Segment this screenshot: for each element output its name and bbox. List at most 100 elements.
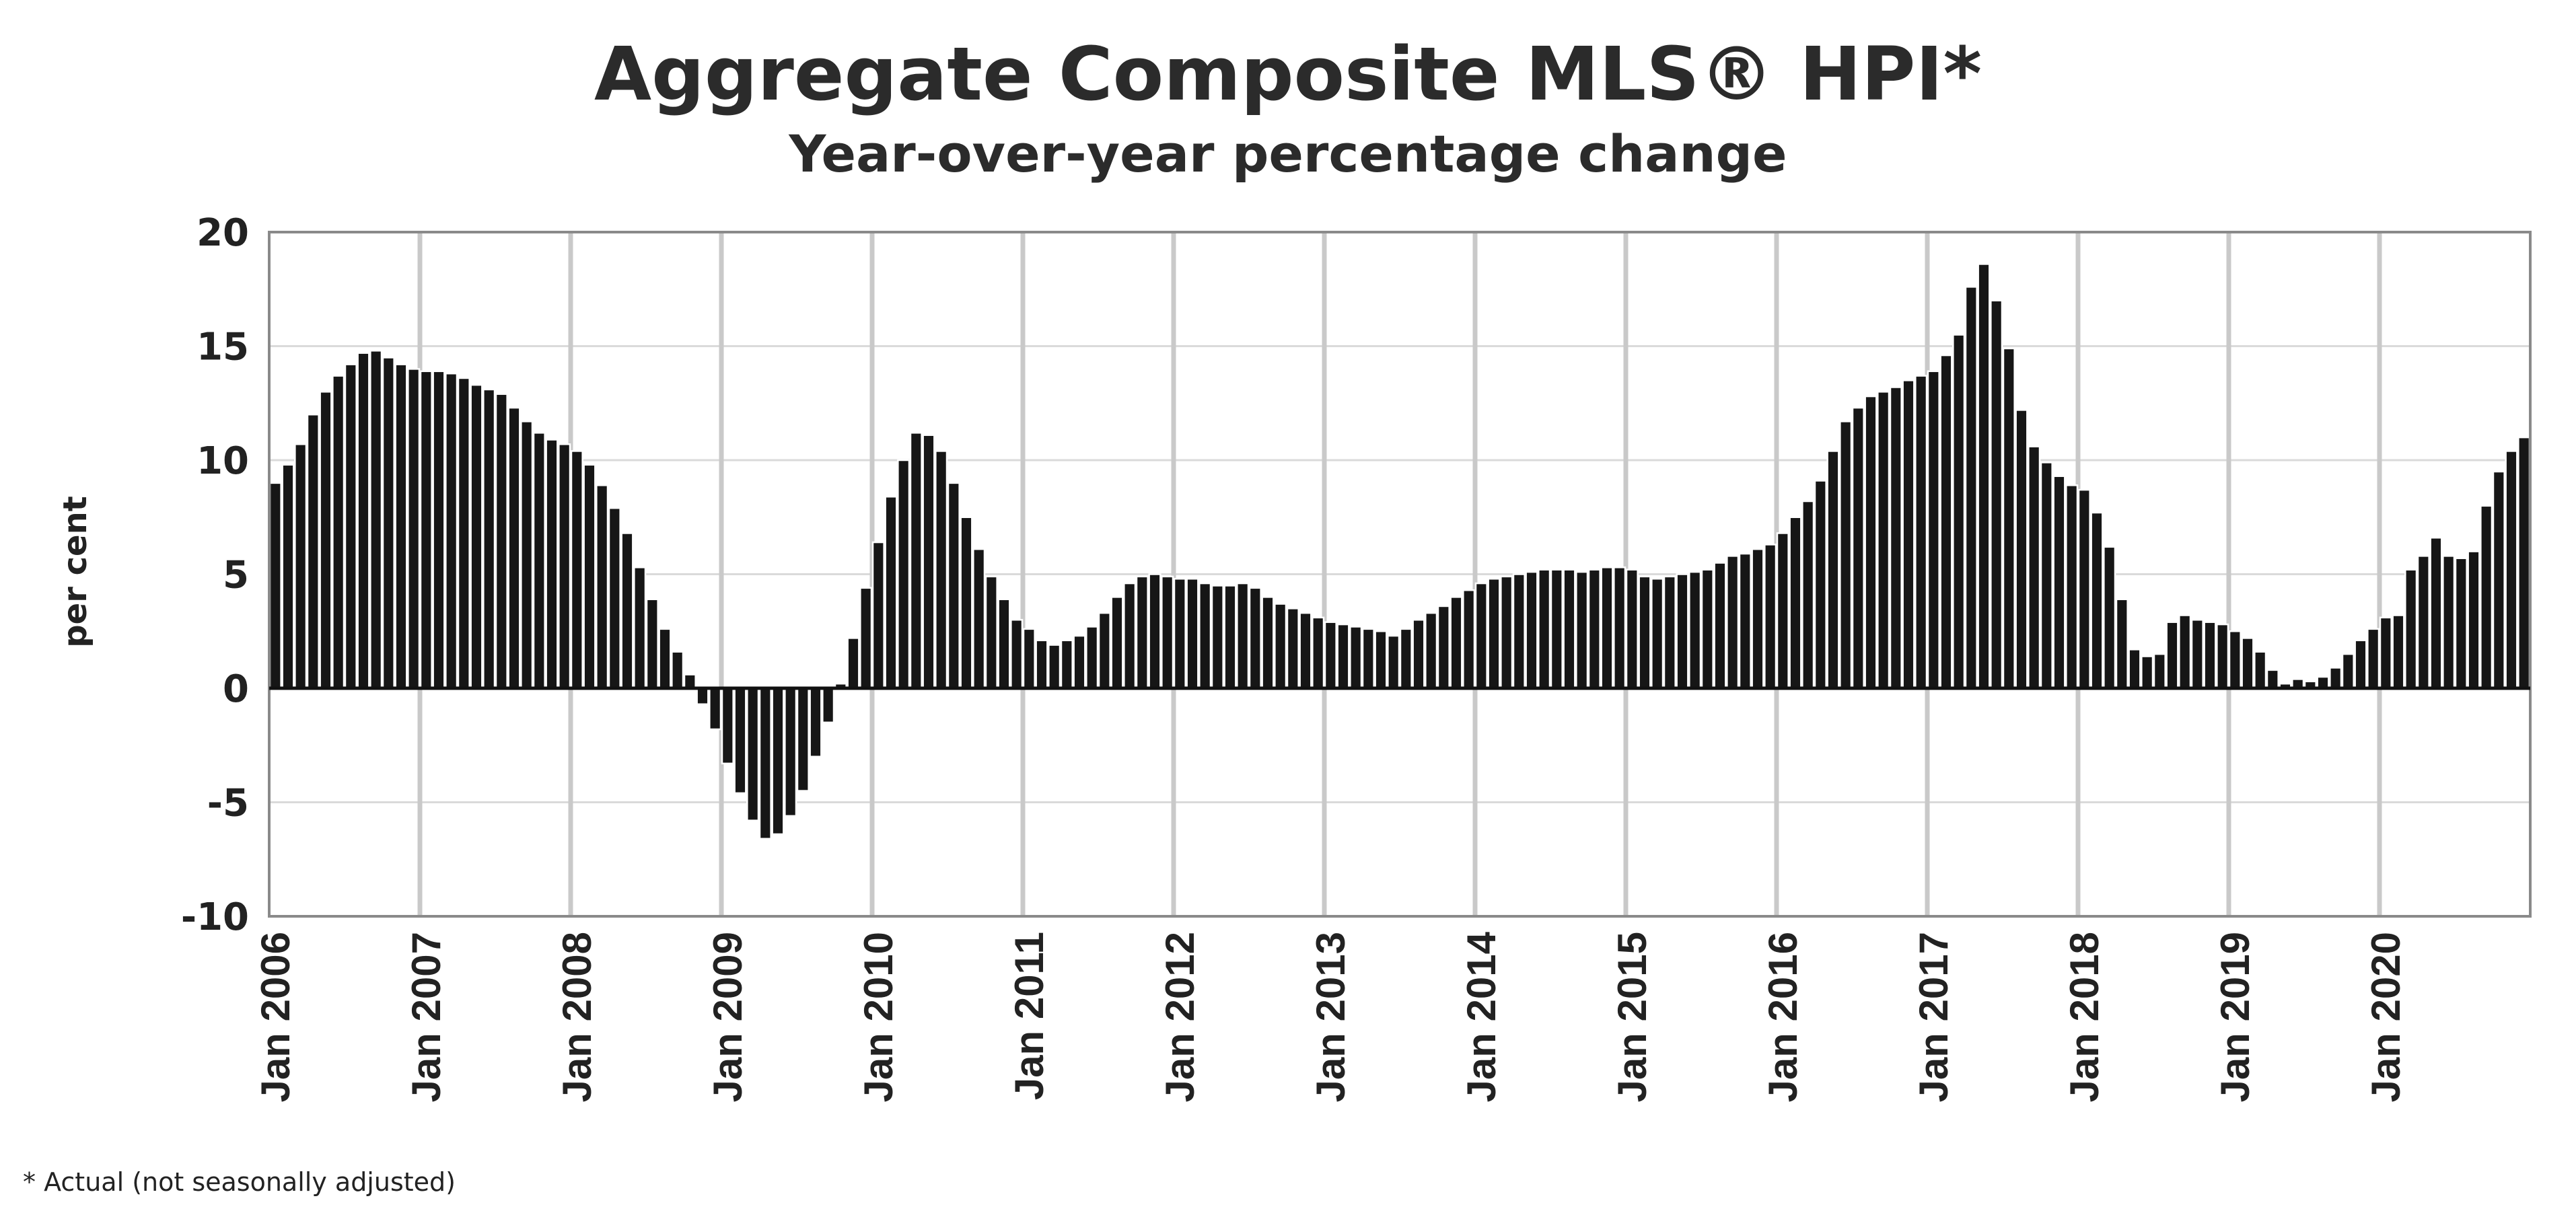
bar [1324, 621, 1337, 690]
bar [520, 420, 534, 690]
bar [1349, 626, 1363, 690]
bar [1098, 612, 1111, 690]
bars-layer [269, 263, 2531, 840]
bar [1851, 406, 1865, 690]
bar [1500, 575, 1513, 690]
bar [2028, 445, 2041, 690]
bar [1550, 568, 1563, 690]
bar [1701, 568, 1714, 690]
bar [545, 439, 559, 690]
bar [847, 637, 860, 690]
bar [2178, 614, 2192, 690]
y-tick-label: 20 [196, 211, 249, 255]
plot-frame [268, 231, 2532, 918]
chart-title: Aggregate Composite MLS® HPI* [594, 31, 1982, 117]
bar [1022, 628, 1036, 690]
bar [1123, 582, 1137, 690]
bar [633, 566, 647, 690]
bar [683, 673, 696, 690]
x-tick-label: Jan 2017 [1911, 932, 1956, 1103]
bar [1399, 628, 1412, 690]
bar [1248, 587, 1262, 690]
bar [972, 548, 986, 690]
bar [558, 443, 571, 690]
chart-subtitle: Year-over-year percentage change [788, 124, 1787, 184]
y-tick-label: 0 [223, 667, 249, 711]
bar [1826, 450, 1840, 690]
bar [1186, 578, 1199, 690]
bar [1336, 623, 1350, 690]
bar [1651, 578, 1664, 690]
bar [1927, 370, 1940, 690]
bar [369, 350, 383, 690]
bar [1964, 286, 1978, 690]
bar [570, 450, 583, 690]
bar [2354, 639, 2367, 690]
bar [2329, 667, 2342, 690]
bar [2316, 675, 2330, 690]
bar [1223, 585, 1237, 690]
bar [2190, 619, 2204, 690]
x-tick-label: Jan 2015 [1610, 932, 1655, 1103]
bar [319, 391, 332, 690]
bar [1073, 634, 1086, 690]
x-tick-label: Jan 2013 [1308, 932, 1353, 1103]
bar [809, 687, 822, 758]
bar [2241, 637, 2254, 690]
bar [2266, 669, 2279, 690]
bar [1274, 603, 1287, 690]
bar [2392, 614, 2405, 690]
bar [2090, 511, 2104, 690]
bar [2002, 347, 2015, 690]
bar [947, 482, 960, 690]
x-tick-label: Jan 2010 [856, 932, 901, 1103]
bar [1939, 354, 1953, 690]
bar [796, 687, 810, 792]
bar [2052, 475, 2066, 690]
bar [2467, 550, 2480, 690]
bar [1437, 605, 1450, 690]
bar [2115, 598, 2128, 690]
x-tick-label: Jan 2006 [253, 932, 298, 1103]
y-tick-label: -5 [207, 782, 249, 825]
bar [2341, 653, 2355, 690]
y-tick-label: 15 [196, 326, 249, 369]
bar [1361, 628, 1375, 690]
bar [645, 598, 659, 690]
bar [2228, 630, 2242, 690]
bar [281, 464, 295, 690]
axis-layer [268, 231, 2532, 918]
x-tick-label: Jan 2009 [705, 932, 750, 1103]
bar [1487, 578, 1501, 690]
bar [1048, 644, 1061, 690]
bar [1587, 568, 1601, 690]
bar [985, 575, 998, 690]
x-tick-label: Jan 2011 [1007, 932, 1052, 1100]
x-tick-label: Jan 2008 [554, 932, 600, 1103]
bar [1450, 596, 1463, 690]
bar [2379, 616, 2392, 690]
bar [1010, 619, 1024, 690]
bar [1538, 568, 1551, 690]
bar [608, 507, 621, 690]
bar [1688, 570, 1702, 690]
x-tick-label: Jan 2020 [2363, 932, 2408, 1103]
bar [532, 432, 546, 690]
bar [1864, 395, 1877, 690]
bar [1738, 552, 1752, 690]
bar [2141, 655, 2154, 690]
bar [1412, 619, 1425, 690]
bar [2404, 568, 2418, 690]
bar [1663, 575, 1676, 690]
bar [2153, 653, 2166, 690]
bar [2505, 450, 2518, 690]
bar [407, 368, 421, 690]
bar [495, 393, 508, 690]
x-tick-label: Jan 2019 [2213, 932, 2258, 1103]
bar [1135, 575, 1149, 690]
bar [2454, 557, 2468, 690]
bar [344, 363, 357, 690]
bar [1374, 630, 1388, 690]
bar [2203, 621, 2217, 690]
bar [1902, 379, 1915, 690]
